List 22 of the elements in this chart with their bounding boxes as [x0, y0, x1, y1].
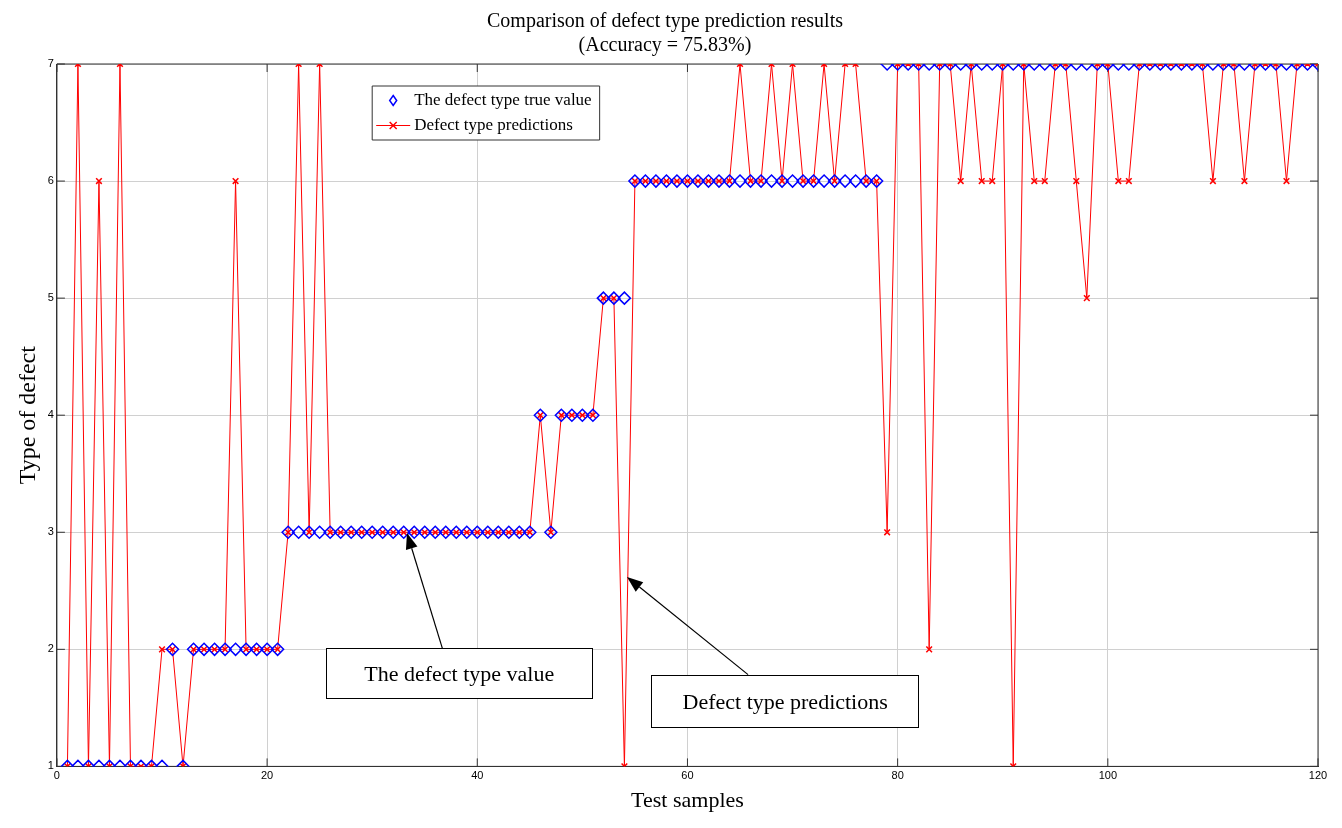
y-tick-label: 4 — [47, 408, 54, 421]
y-tick-label: 2 — [47, 642, 54, 655]
y-tick-label: 5 — [47, 291, 54, 304]
chart-title: Comparison of defect type prediction results — [486, 9, 844, 33]
chart-subtitle: (Accuracy = 75.83%) — [578, 33, 752, 57]
y-tick-label: 7 — [47, 57, 54, 70]
legend-label: The defect type true value — [414, 89, 592, 109]
x-tick-label: 40 — [471, 769, 484, 782]
y-tick-label: 3 — [47, 525, 54, 538]
x-tick-label: 60 — [681, 769, 694, 782]
text-box: Defect type predictions — [650, 675, 920, 729]
x-tick-label: 0 — [53, 769, 60, 782]
x-tick-label: 120 — [1308, 769, 1328, 782]
x-tick-label: 20 — [260, 769, 274, 782]
text-box: The defect type value — [325, 648, 593, 699]
y-tick-label: 6 — [47, 174, 54, 187]
x-axis-title: Test samples — [631, 786, 744, 812]
x-tick-label: 100 — [1098, 769, 1117, 782]
y-axis-title: Type of defect — [13, 345, 40, 485]
y-tick-label: 1 — [47, 759, 54, 772]
x-tick-label: 80 — [891, 769, 904, 782]
legend-label: Defect type predictions — [414, 114, 573, 134]
